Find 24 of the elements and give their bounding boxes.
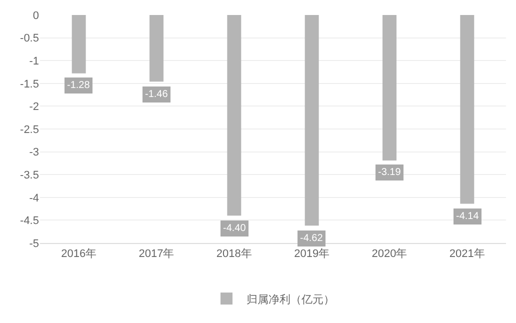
x-tick-label: 2018年	[216, 248, 252, 260]
x-tick-label: 2016年	[61, 248, 97, 260]
y-tick-label: -2	[29, 101, 39, 114]
x-tick-label: 2017年	[138, 248, 174, 260]
y-tick-label: -3.5	[20, 169, 39, 182]
y-tick-label: -1.5	[20, 78, 39, 90]
y-tick-label: -3	[29, 146, 39, 159]
data-label: -1.28	[67, 80, 90, 91]
legend-label: 归属净利（亿元）	[246, 292, 334, 306]
y-tick-label: -4	[29, 192, 39, 204]
data-label: -4.14	[456, 211, 480, 222]
y-tick-label: -2.5	[20, 124, 39, 136]
x-tick-label: 2019年	[294, 248, 330, 260]
y-tick-label: -0.5	[20, 32, 39, 45]
y-tick-label: -4.5	[20, 215, 39, 228]
data-label: -1.46	[145, 89, 168, 100]
x-tick-label: 2020年	[372, 248, 408, 260]
x-tick-label: 2021年	[449, 248, 485, 260]
y-tick-label: 0	[32, 10, 39, 22]
y-tick-label: -5	[29, 238, 39, 250]
data-label: -3.19	[378, 167, 402, 178]
y-tick-label: -1	[29, 55, 39, 68]
data-label: -4.62	[300, 233, 324, 244]
data-label: -4.40	[223, 223, 246, 234]
